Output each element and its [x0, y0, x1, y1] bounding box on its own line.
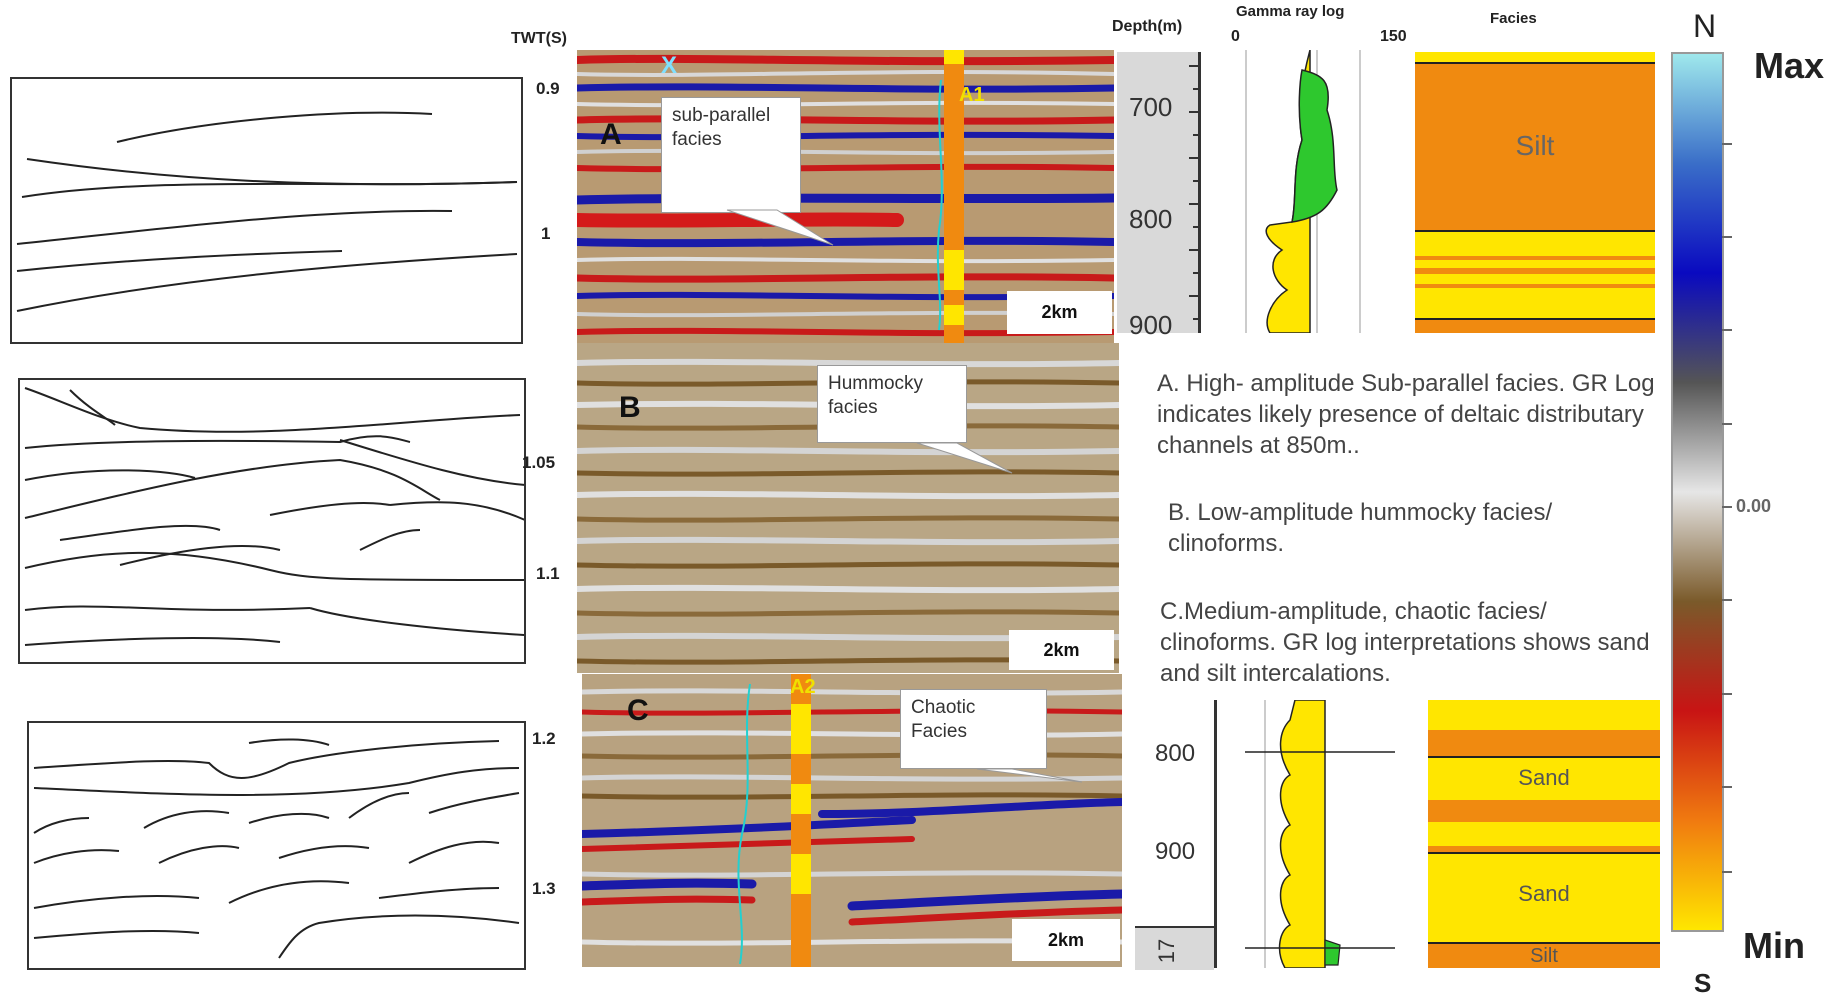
gr-curve-bottom	[1135, 699, 1395, 969]
color-scale-bar	[1671, 52, 1724, 932]
depth-track-bottom: 800 900 17	[1135, 700, 1217, 970]
seismic-panel-c: A2 C Chaotic Facies 2km	[582, 674, 1122, 967]
twt-axis-title: TWT(S)	[511, 30, 567, 47]
depth-tick-700: 700	[1129, 92, 1173, 122]
facies-label-silt-top: Silt	[1515, 130, 1555, 161]
sketch-panel-a	[10, 77, 523, 344]
sketch-a-lines	[16, 111, 518, 312]
description-b: B. Low-amplitude hummocky facies/ clinof…	[1168, 499, 1553, 558]
gr-curve-top	[1245, 49, 1361, 334]
twt-tick-1-1: 1.1	[536, 564, 560, 583]
sketch-panel-b	[18, 378, 526, 664]
twt-tick-1-3: 1.3	[532, 879, 556, 898]
description-c: C.Medium-amplitude, chaotic facies/ clin…	[1160, 598, 1650, 688]
facies-label-silt-bottom: Silt	[1530, 945, 1558, 967]
twt-tick-0-9: 0.9	[536, 79, 560, 98]
callout-a-pointer	[726, 209, 834, 246]
facies-label-sand-2: Sand	[1518, 881, 1570, 906]
facies-header: Facies	[1490, 10, 1537, 27]
gr-track-bottom	[1135, 699, 1395, 969]
seismic-panel-b: B Hummocky facies 2km	[577, 343, 1119, 673]
well-a2-label: A2	[790, 676, 816, 698]
well-a1-label: A1	[959, 84, 985, 106]
seismic-c-reflectors	[582, 674, 1122, 967]
facies-track-top: Silt	[1415, 52, 1655, 333]
scale-bar-b: 2km	[1009, 630, 1114, 670]
callout-b-pointer	[916, 442, 1013, 474]
north-label: N	[1693, 8, 1717, 44]
depth-track-top: 700 800 900	[1117, 52, 1201, 340]
color-scale-gradient	[1673, 54, 1722, 930]
panel-b-letter: B	[619, 391, 641, 424]
south-label: S	[1694, 968, 1712, 998]
depth-tick-900: 900	[1129, 310, 1173, 340]
sketch-b-lines	[24, 387, 526, 646]
side-label-17: 17	[1154, 938, 1180, 964]
callout-c-pointer	[976, 768, 1083, 783]
max-label: Max	[1754, 45, 1825, 86]
callout-sub-parallel: sub-parallel facies	[661, 97, 801, 213]
facies-track-bottom: Sand Sand Silt	[1428, 700, 1660, 968]
gr-scale-max: 150	[1380, 28, 1407, 45]
seismic-panel-a: A1 X A sub-parallel facies 2km	[577, 50, 1114, 343]
panel-c-letter: C	[627, 694, 649, 727]
description-a: A. High- amplitude Sub-parallel facies. …	[1157, 370, 1655, 460]
sketch-c-lines	[33, 738, 520, 959]
panel-a-letter: A	[600, 118, 622, 151]
color-scale-mid-label: 0.00	[1736, 496, 1772, 516]
callout-chaotic: Chaotic Facies	[900, 689, 1047, 769]
min-label: Min	[1743, 925, 1805, 966]
depth-tick-800-bottom: 800	[1155, 740, 1196, 767]
depth-ticks-top	[1189, 65, 1201, 320]
gr-track-top	[1242, 49, 1392, 334]
x-marker: X	[661, 52, 678, 79]
sketch-panel-c	[27, 721, 526, 970]
depth-tick-900-bottom: 900	[1155, 838, 1196, 865]
facies-label-sand-1: Sand	[1518, 765, 1570, 790]
gr-header: Gamma ray log	[1236, 3, 1345, 20]
scale-bar-c: 2km	[1012, 919, 1120, 961]
color-scale-ticks	[1722, 143, 1732, 873]
depth-header: Depth(m)	[1112, 18, 1183, 35]
callout-hummocky: Hummocky facies	[817, 365, 967, 443]
twt-tick-1: 1	[541, 224, 551, 243]
twt-tick-1-2: 1.2	[532, 729, 556, 748]
depth-tick-800: 800	[1129, 204, 1173, 234]
scale-bar-a: 2km	[1007, 291, 1112, 334]
gr-scale-min: 0	[1231, 28, 1240, 45]
twt-tick-1-05: 1.05	[522, 453, 556, 472]
